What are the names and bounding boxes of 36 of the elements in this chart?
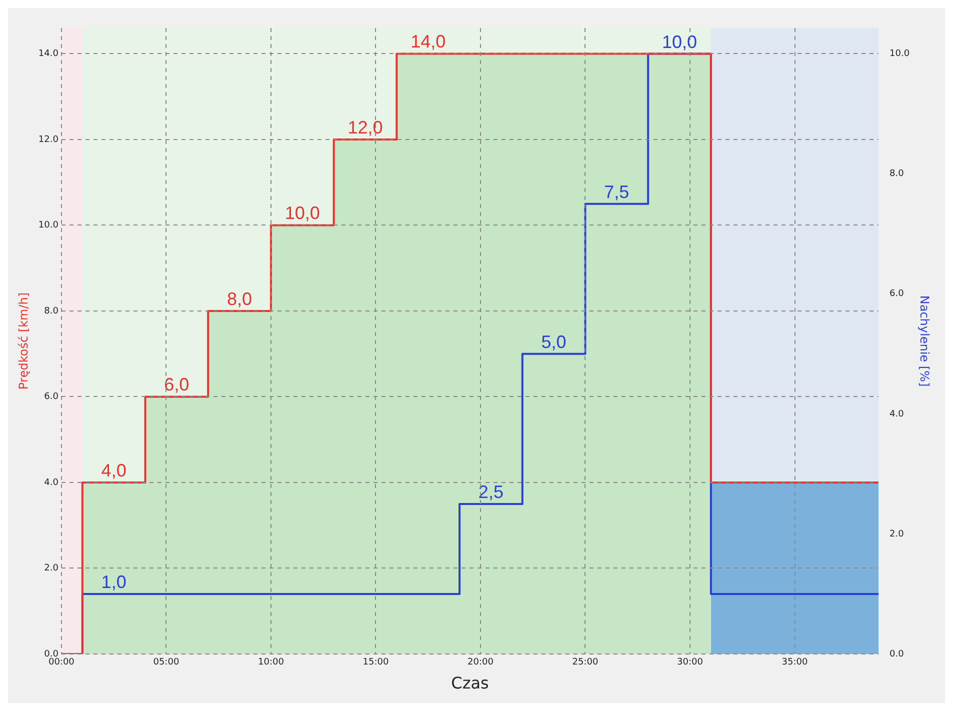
data-label: 1,0 xyxy=(101,572,126,592)
x-tick-label: 10:00 xyxy=(258,658,284,668)
y2-tick-label: 2.0 xyxy=(890,529,904,540)
y-tick-label: 2.0 xyxy=(44,564,59,574)
data-label: 4,0 xyxy=(101,460,126,480)
data-label: 5,0 xyxy=(541,332,566,352)
x-tick-label: 30:00 xyxy=(677,658,704,668)
x-tick-label: 35:00 xyxy=(782,658,808,668)
y-axis-title: Prędkość [km/h] xyxy=(16,292,30,390)
y2-tick-label: 10.0 xyxy=(890,49,910,60)
data-label: 7,5 xyxy=(604,182,630,202)
y-tick-label: 14.0 xyxy=(38,49,59,60)
y-tick-label: 6.0 xyxy=(44,392,59,402)
y-tick-label: 10.0 xyxy=(38,220,59,231)
data-label: 10,0 xyxy=(284,203,320,224)
x-tick-label: 20:00 xyxy=(468,658,494,668)
data-label: 14,0 xyxy=(410,32,446,52)
y-tick-label: 0.0 xyxy=(44,649,59,660)
y-tick-label: 12.0 xyxy=(38,134,59,145)
y2-tick-label: 8.0 xyxy=(890,169,904,180)
data-label: 2,5 xyxy=(478,482,504,502)
data-label: 10,0 xyxy=(662,32,698,52)
y-tick-label: 4.0 xyxy=(44,478,59,488)
y2-tick-label: 4.0 xyxy=(890,409,904,420)
x-axis-title: Czas xyxy=(451,674,489,693)
x-tick-label: 00:00 xyxy=(48,658,75,668)
y2-tick-label: 6.0 xyxy=(890,289,904,300)
data-label: 12,0 xyxy=(348,117,383,138)
x-tick-label: 15:00 xyxy=(362,658,389,668)
data-label: 8,0 xyxy=(227,288,252,309)
x-tick-label: 05:00 xyxy=(153,658,180,668)
data-label: 6,0 xyxy=(164,374,190,395)
y2-tick-label: 0.0 xyxy=(890,649,904,660)
y-tick-label: 8.0 xyxy=(44,306,59,316)
y2-axis-title: Nachylenie [%] xyxy=(918,295,932,387)
x-tick-label: 25:00 xyxy=(572,658,598,668)
